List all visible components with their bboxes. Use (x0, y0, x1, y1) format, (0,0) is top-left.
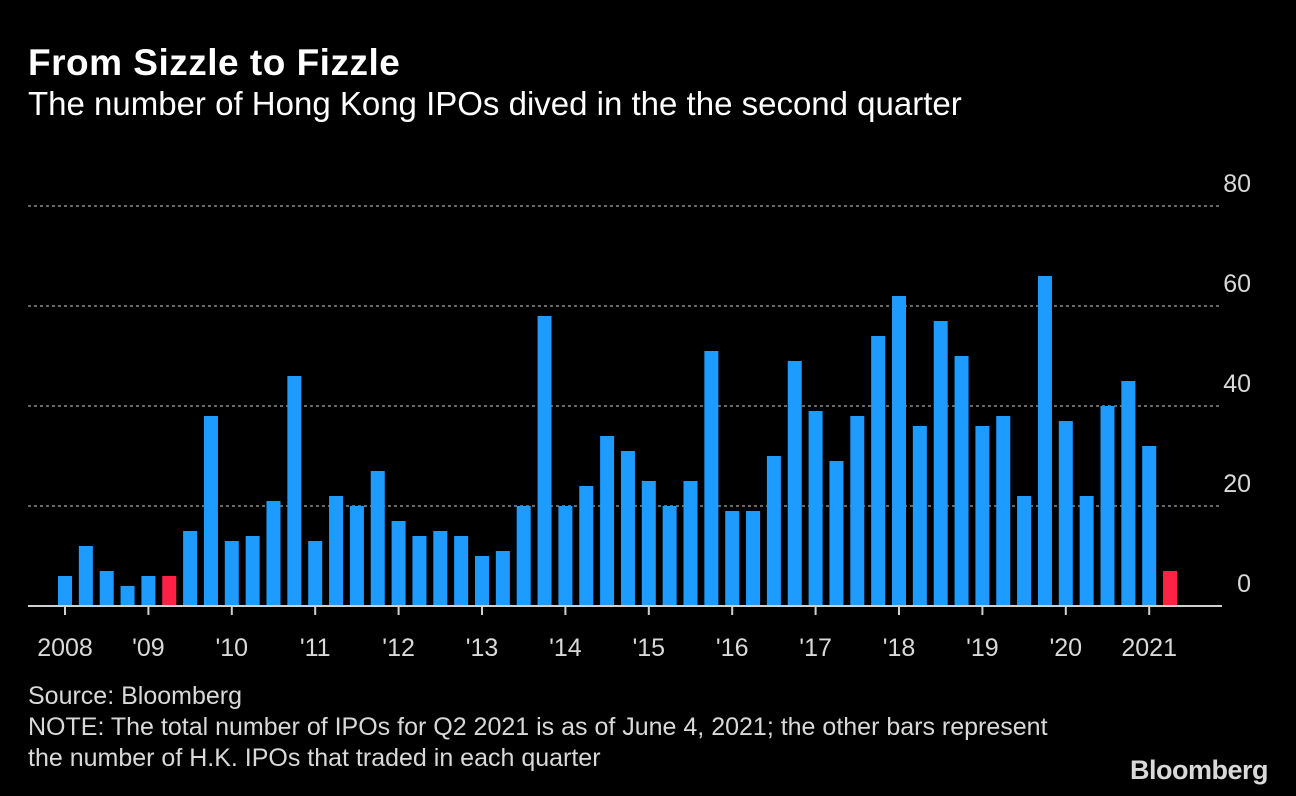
bar (1037, 276, 1052, 606)
bar (266, 501, 281, 606)
bar (662, 506, 677, 606)
bar (287, 376, 302, 606)
bar (683, 481, 698, 606)
chart-title: From Sizzle to Fizzle (28, 42, 401, 83)
x-tick-label: '12 (382, 634, 415, 662)
bar (349, 506, 364, 606)
x-tick-label: '13 (466, 634, 499, 662)
bar (829, 461, 844, 606)
bar (808, 411, 823, 606)
bar (1163, 571, 1178, 606)
x-tick-label: '15 (633, 634, 666, 662)
bar (308, 541, 323, 606)
y-tick-label: 80 (1223, 170, 1251, 198)
y-tick-label: 40 (1223, 370, 1251, 398)
bar (1121, 381, 1136, 606)
x-tick-label: '17 (799, 634, 832, 662)
bar (495, 551, 510, 606)
bar (871, 336, 886, 606)
bar (1100, 406, 1115, 606)
bar (537, 316, 552, 606)
footnote: NOTE: The total number of IPOs for Q2 20… (28, 713, 1048, 772)
bar (162, 576, 177, 606)
bar (558, 506, 573, 606)
bar (766, 456, 781, 606)
bar (245, 536, 260, 606)
x-tick-label: '09 (132, 634, 165, 662)
y-tick-label: 20 (1223, 470, 1251, 498)
bar (412, 536, 427, 606)
bar (1142, 446, 1157, 606)
x-tick-label: '19 (966, 634, 999, 662)
bar (933, 321, 948, 606)
bar (120, 586, 135, 606)
bar (620, 451, 635, 606)
bar (141, 576, 156, 606)
bar (329, 496, 344, 606)
bar (954, 356, 969, 606)
bar (475, 556, 489, 606)
y-tick-label: 0 (1237, 570, 1251, 598)
bar (99, 571, 114, 606)
bar (892, 296, 906, 606)
source-note: Source: Bloomberg (28, 682, 243, 710)
x-tick-label: '20 (1050, 634, 1083, 662)
bar (1079, 496, 1094, 606)
bar (224, 541, 239, 606)
y-tick-label: 60 (1223, 270, 1251, 298)
bar (1017, 496, 1032, 606)
x-tick-label: 2021 (1121, 634, 1177, 662)
x-tick-label: '14 (549, 634, 582, 662)
x-tick-label: '11 (300, 634, 331, 662)
chart-subtitle: The number of Hong Kong IPOs dived in th… (28, 85, 962, 122)
bar (641, 481, 656, 606)
x-tick-label: 2008 (37, 634, 93, 662)
bar (516, 506, 531, 606)
bar (912, 426, 927, 606)
bar (996, 416, 1011, 606)
bar (78, 546, 93, 606)
bar (203, 416, 218, 606)
bar (850, 416, 865, 606)
bar (183, 531, 198, 606)
bar (600, 436, 615, 606)
x-tick-label: '18 (883, 634, 916, 662)
bar (391, 521, 406, 606)
bar (1058, 421, 1073, 606)
x-tick-label: '16 (716, 634, 749, 662)
bar (433, 531, 448, 606)
bar (454, 536, 469, 606)
bar (58, 576, 72, 606)
x-tick-label: '10 (216, 634, 249, 662)
bar (975, 426, 990, 606)
bar (370, 471, 385, 606)
bar (746, 511, 761, 606)
bloomberg-logo: Bloomberg (1129, 755, 1269, 785)
bar (787, 361, 802, 606)
bar (579, 486, 594, 606)
bar (725, 511, 740, 606)
bar (704, 351, 719, 606)
